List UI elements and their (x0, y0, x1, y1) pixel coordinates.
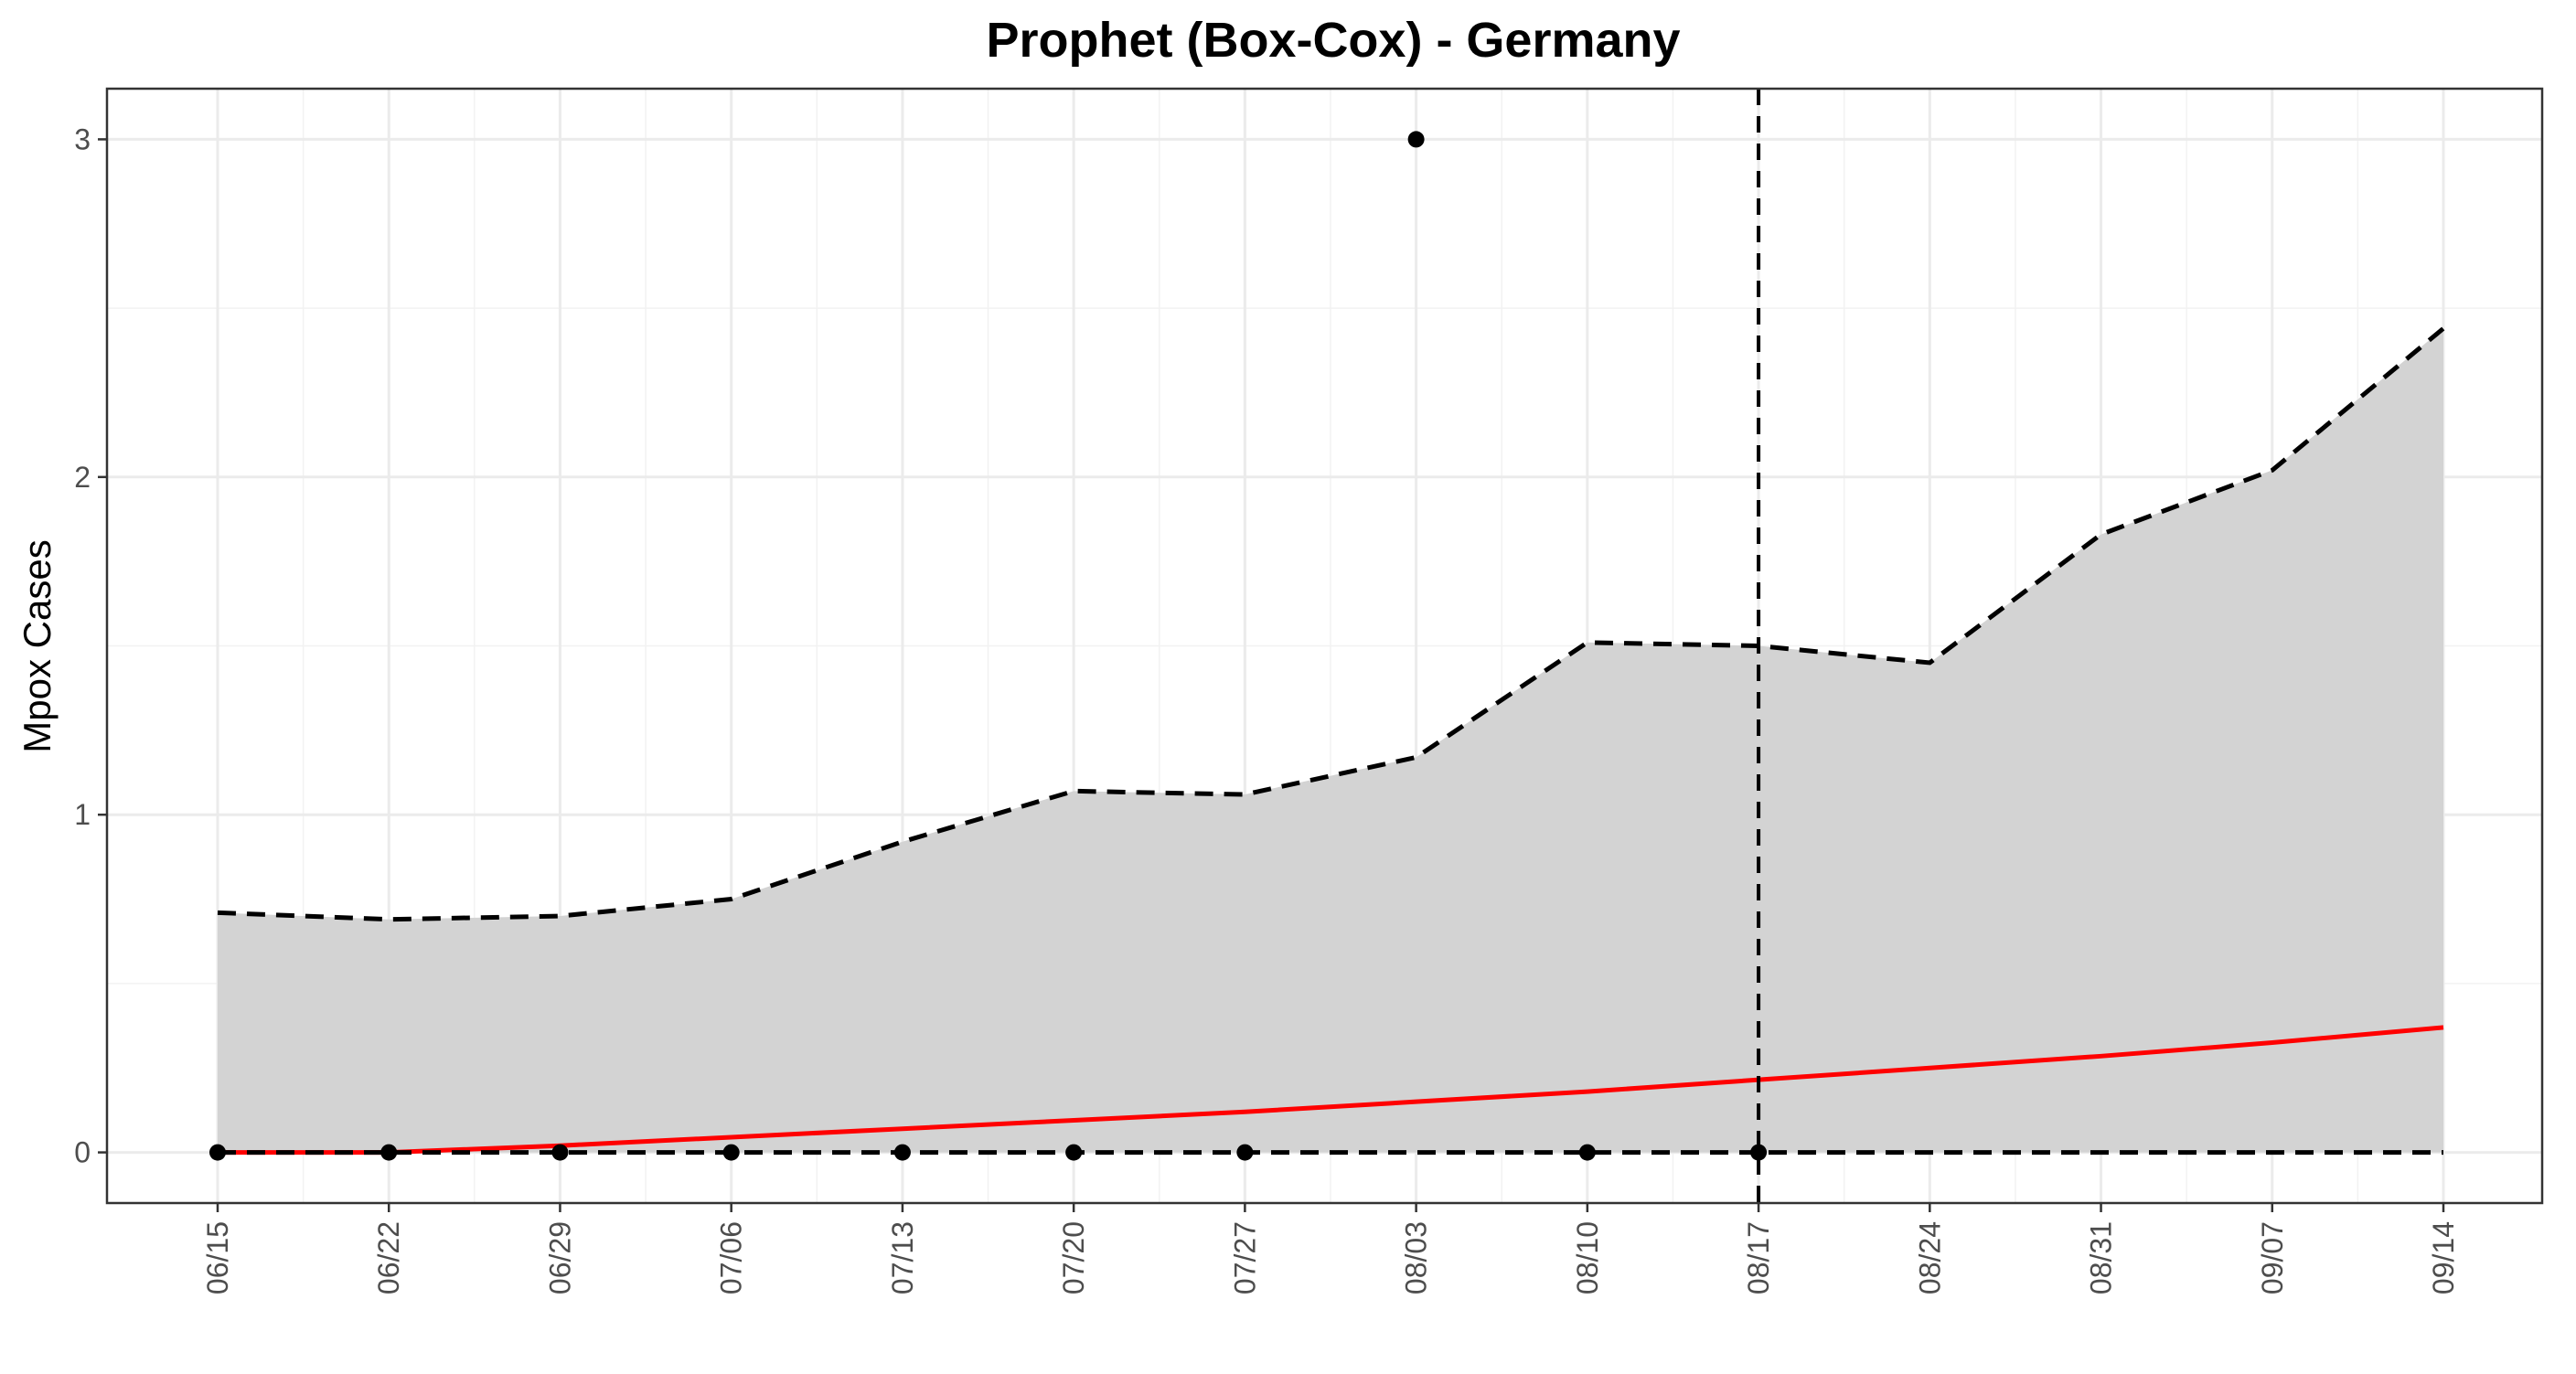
x-tick-label: 08/10 (1571, 1221, 1604, 1294)
x-tick-label: 07/27 (1228, 1221, 1261, 1294)
x-tick-label: 09/14 (2427, 1221, 2460, 1294)
observed-point (551, 1144, 569, 1161)
forecast-line (218, 1025, 2444, 1156)
observed-point (1750, 1144, 1768, 1161)
x-tick-label: 06/15 (201, 1221, 234, 1294)
chart-title: Prophet (Box-Cox) - Germany (986, 13, 1680, 68)
x-tick-label: 08/03 (1400, 1221, 1433, 1294)
x-tick-label: 07/20 (1057, 1221, 1090, 1294)
upper-bound-line (217, 326, 2445, 922)
observed-point (380, 1144, 398, 1161)
observed-point (1578, 1144, 1596, 1161)
x-tick-label: 08/17 (1742, 1221, 1775, 1294)
observed-point (893, 1144, 911, 1161)
observed-point (209, 1144, 226, 1161)
plot-border (105, 87, 2544, 1205)
observed-point (1065, 1144, 1083, 1161)
observed-point (1236, 1144, 1254, 1161)
y-tick-label: 2 (74, 461, 91, 494)
plot-area: 0 1 2 3 06/15 06/22 06/29 07/06 07/13 07/20 07/27 0… (74, 87, 2544, 1294)
x-tick-label: 06/29 (543, 1221, 576, 1294)
y-axis-label: Mpox Cases (16, 539, 59, 752)
prediction-interval-band (218, 328, 2443, 1153)
x-tick-label: 09/07 (2256, 1221, 2289, 1294)
x-tick-label: 08/31 (2085, 1221, 2118, 1294)
x-tick-label: 07/06 (715, 1221, 748, 1294)
y-tick-label: 3 (74, 122, 91, 155)
y-tick-label: 1 (74, 798, 91, 831)
observed-point (1407, 131, 1425, 148)
y-tick-label: 0 (74, 1136, 91, 1169)
x-tick-label: 06/22 (372, 1221, 405, 1294)
x-tick-label: 08/24 (1913, 1221, 1946, 1294)
x-tick-label: 07/13 (886, 1221, 919, 1294)
observed-point (722, 1144, 740, 1161)
